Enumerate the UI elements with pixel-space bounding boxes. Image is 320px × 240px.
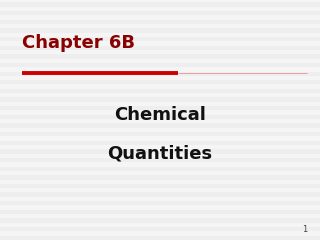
Text: Chapter 6B: Chapter 6B [22,34,135,52]
FancyBboxPatch shape [0,132,320,136]
FancyBboxPatch shape [0,11,320,15]
FancyBboxPatch shape [0,192,320,197]
FancyBboxPatch shape [0,175,320,180]
FancyBboxPatch shape [0,210,320,214]
FancyBboxPatch shape [0,218,320,223]
FancyBboxPatch shape [0,37,320,41]
Text: Chemical: Chemical [114,106,206,124]
FancyBboxPatch shape [0,123,320,128]
FancyBboxPatch shape [0,80,320,84]
FancyBboxPatch shape [0,149,320,154]
FancyBboxPatch shape [0,106,320,110]
FancyBboxPatch shape [0,54,320,59]
FancyBboxPatch shape [0,63,320,67]
FancyBboxPatch shape [0,141,320,145]
Text: Quantities: Quantities [108,144,212,163]
FancyBboxPatch shape [0,115,320,119]
FancyBboxPatch shape [0,2,320,7]
FancyBboxPatch shape [0,201,320,205]
FancyBboxPatch shape [0,158,320,162]
FancyBboxPatch shape [0,20,320,24]
FancyBboxPatch shape [0,236,320,240]
FancyBboxPatch shape [0,184,320,188]
FancyBboxPatch shape [0,227,320,231]
FancyBboxPatch shape [0,72,320,76]
FancyBboxPatch shape [0,28,320,33]
Text: 1: 1 [302,225,307,234]
FancyBboxPatch shape [0,46,320,50]
FancyBboxPatch shape [0,97,320,102]
FancyBboxPatch shape [0,167,320,171]
FancyBboxPatch shape [0,89,320,93]
